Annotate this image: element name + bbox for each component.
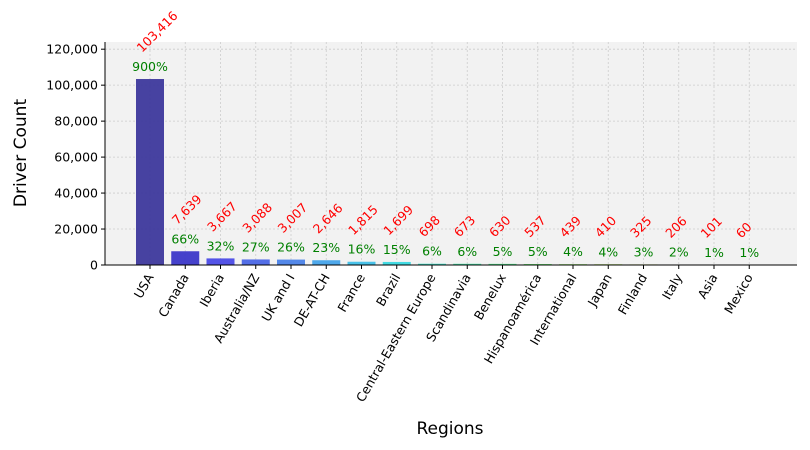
bar-central-eastern-europe: [418, 263, 446, 265]
x-tick-label: Canada: [155, 271, 192, 320]
y-tick-label: 100,000: [46, 78, 98, 93]
x-tick-label: Asia: [695, 271, 721, 301]
y-tick-label: 120,000: [46, 42, 98, 57]
percent-label: 6%: [422, 244, 442, 259]
y-ticks-group: 0 20,000 40,000 60,000 80,000 100,000 120,000: [46, 42, 105, 273]
percent-label: 23%: [312, 240, 340, 255]
y-axis-title: Driver Count: [11, 99, 31, 208]
x-tick-label: Finland: [615, 271, 650, 317]
percent-label: 1%: [739, 245, 759, 260]
percent-label: 26%: [277, 240, 305, 255]
bar-iberia: [206, 258, 235, 265]
x-tick-label: USA: [131, 271, 157, 301]
percent-label: 27%: [242, 239, 270, 254]
x-tick-label: France: [334, 271, 368, 315]
y-tick-label: 20,000: [54, 222, 98, 237]
plot-background: [105, 42, 797, 265]
percent-label: 1%: [704, 245, 724, 260]
percent-label: 3%: [634, 244, 654, 259]
percent-label: 4%: [563, 244, 583, 259]
x-tick-label: Italy: [659, 270, 686, 302]
x-tick-label: DE-AT-CH: [291, 271, 333, 329]
bar-de-at-ch: [312, 260, 341, 265]
percent-label: 5%: [528, 244, 548, 259]
bar-australia-nz: [241, 259, 270, 265]
percent-label: 16%: [348, 242, 376, 257]
percent-label: 900%: [132, 59, 168, 74]
bar-usa: [136, 79, 164, 265]
bar-france: [347, 261, 376, 265]
percent-label: 5%: [493, 244, 513, 259]
percent-label: 66%: [171, 231, 199, 246]
x-tick-label: Benelux: [471, 271, 509, 322]
bar-uk-and-i: [277, 259, 305, 265]
x-tick-label: Brazil: [373, 271, 403, 309]
x-tick-label: Mexico: [721, 271, 756, 316]
bar-scandinavia: [453, 263, 482, 265]
bar-benelux: [488, 263, 517, 265]
percent-label: 4%: [598, 244, 618, 259]
x-tick-label: Japan: [584, 271, 615, 310]
x-tick-label: UK and I: [258, 271, 297, 324]
bar-canada: [171, 251, 200, 265]
y-tick-label: 0: [90, 258, 98, 273]
percent-label: 15%: [383, 242, 411, 257]
percent-label: 32%: [207, 238, 235, 253]
x-tick-label: Iberia: [196, 271, 227, 309]
y-tick-label: 60,000: [54, 150, 98, 165]
y-tick-label: 40,000: [54, 186, 98, 201]
percent-label: 6%: [457, 244, 477, 259]
percent-label: 2%: [669, 245, 689, 260]
x-axis-title: Regions: [416, 419, 483, 439]
y-tick-label: 80,000: [54, 114, 98, 129]
bar-brazil: [382, 261, 411, 265]
